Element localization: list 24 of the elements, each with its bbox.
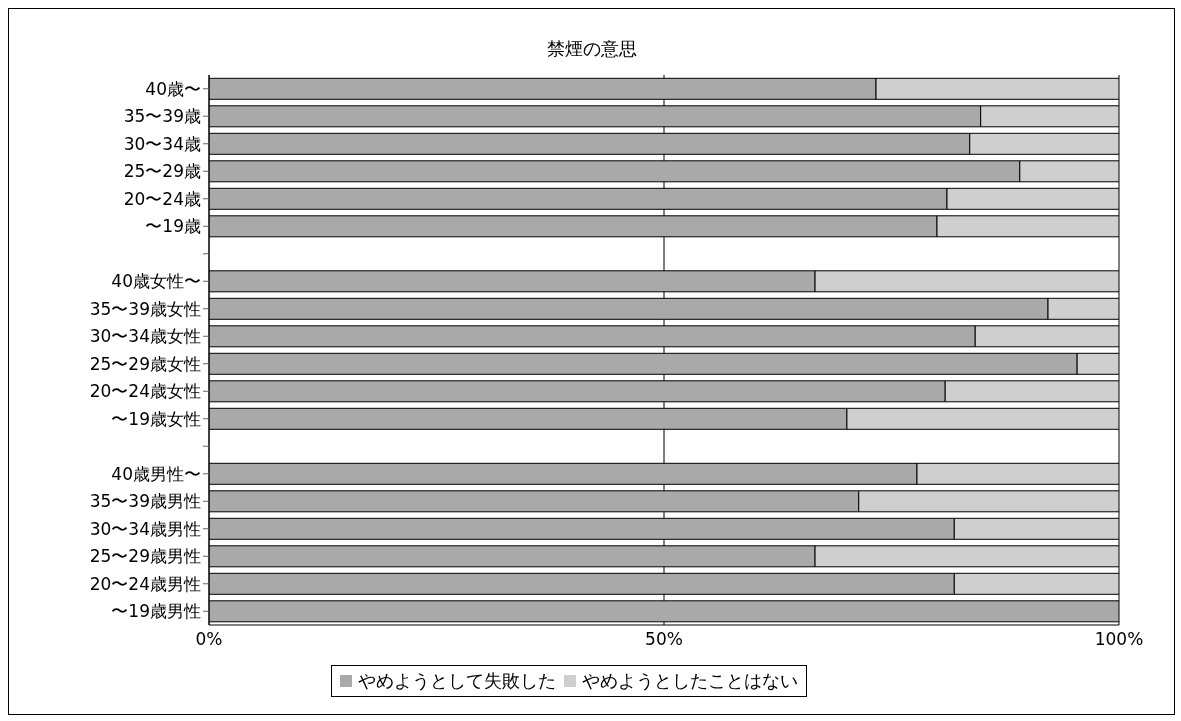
y-tick-label: 40歳男性〜 bbox=[111, 463, 201, 484]
y-tick-label: 30〜34歳女性 bbox=[89, 326, 201, 347]
x-tick-label: 0% bbox=[195, 629, 223, 650]
x-tick-label: 100% bbox=[1094, 629, 1144, 650]
y-tick-label: 35〜39歳女性 bbox=[89, 298, 201, 319]
chart-title: 禁煙の意思 bbox=[545, 37, 638, 61]
y-tick-label: 20〜24歳男性 bbox=[89, 573, 201, 594]
y-tick-label: 〜19歳女性 bbox=[111, 408, 201, 429]
y-tick-label: 20〜24歳 bbox=[123, 188, 201, 209]
y-tick-label: 25〜29歳 bbox=[123, 161, 201, 182]
text: やめようとして失敗した bbox=[358, 669, 556, 693]
y-tick-label: 35〜39歳男性 bbox=[89, 491, 201, 512]
y-tick-label: 〜19歳男性 bbox=[111, 601, 201, 622]
y-tick-label: 25〜29歳男性 bbox=[89, 546, 201, 567]
y-tick-label: 30〜34歳男性 bbox=[89, 518, 201, 539]
y-tick-label: 30〜34歳 bbox=[123, 133, 201, 154]
y-tick-label: 35〜39歳 bbox=[123, 106, 201, 127]
y-tick-label: 20〜24歳女性 bbox=[89, 381, 201, 402]
y-tick-label: 40歳〜 bbox=[145, 78, 201, 99]
x-tick-label: 50% bbox=[645, 629, 683, 650]
y-tick-label: 40歳女性〜 bbox=[111, 271, 201, 292]
y-tick-label: 25〜29歳女性 bbox=[89, 353, 201, 374]
y-tick-label: 〜19歳 bbox=[145, 216, 201, 237]
legend-label: やめようとしたことはない bbox=[582, 669, 798, 693]
